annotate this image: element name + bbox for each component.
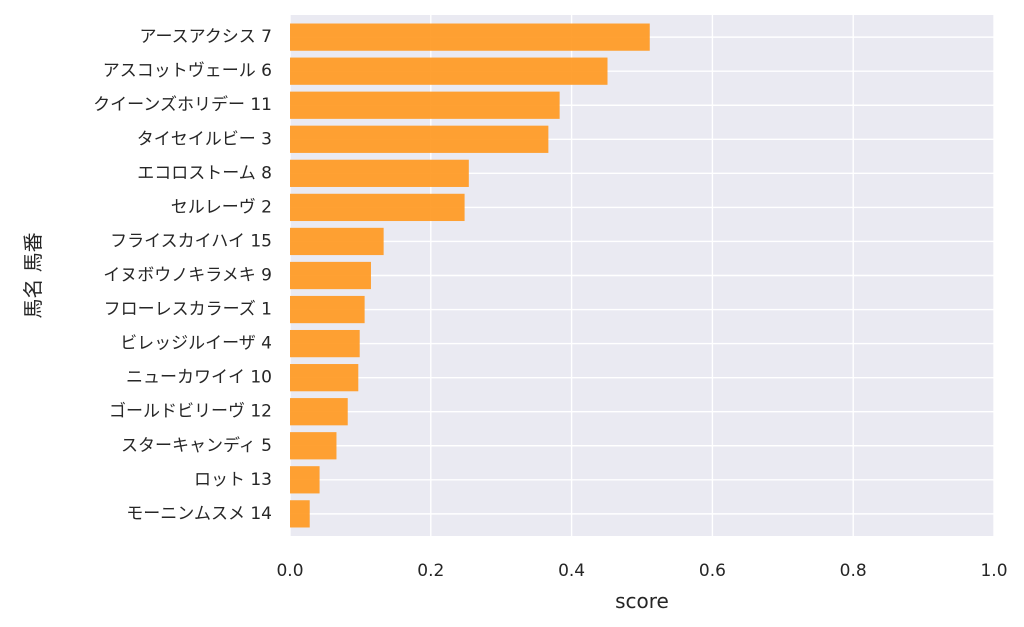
x-axis-label: score (615, 589, 669, 613)
y-tick-label: エコロストーム 8 (137, 163, 272, 183)
x-tick-label: 0.6 (699, 561, 726, 581)
x-tick-label: 0.4 (558, 561, 585, 581)
y-axis-label: 馬名 馬番 (21, 232, 45, 318)
bar (290, 159, 469, 187)
y-tick-label: フライスカイハイ 15 (110, 231, 272, 251)
y-tick-label: スターキャンディ 5 (121, 435, 272, 456)
y-tick-label: モーニンムスメ 14 (126, 504, 272, 524)
bar (290, 500, 310, 528)
y-tick-labels: アースアクシス 7 アスコットヴェール 6 クイーンズホリデー 11 タイセイルビー … (93, 27, 272, 524)
bar (290, 57, 608, 85)
bar (290, 466, 320, 494)
y-tick-label: アスコットヴェール 6 (103, 61, 272, 81)
y-tick-label: フローレスカラーズ 1 (104, 300, 272, 320)
x-tick-label: 0.2 (417, 561, 444, 581)
bar (290, 227, 384, 256)
bar (290, 329, 360, 358)
x-tick-label: 0.8 (840, 561, 867, 581)
bar (290, 432, 337, 460)
y-tick-label: イヌボウノキラメキ 9 (103, 266, 272, 286)
y-tick-label: セルレーヴ 2 (171, 197, 272, 217)
bar (290, 193, 465, 222)
bar (290, 125, 549, 153)
x-tick-label: 1.0 (980, 561, 1007, 581)
x-tick-label: 0.0 (276, 561, 303, 581)
bar (290, 295, 365, 324)
bar (290, 364, 359, 392)
bar (290, 23, 650, 51)
y-tick-label: タイセイルビー 3 (137, 129, 272, 149)
bar (290, 261, 371, 290)
y-tick-label: ビレッジルイーザ 4 (120, 334, 272, 354)
bars (290, 23, 650, 528)
bar (290, 398, 348, 426)
y-tick-label: クイーンズホリデー 11 (93, 94, 272, 115)
x-tick-labels: 0.0 0.2 0.4 0.6 0.8 1.0 (276, 561, 1007, 581)
y-tick-label: ロット 13 (194, 470, 272, 490)
y-tick-label: アースアクシス 7 (140, 27, 273, 47)
y-tick-label: ニューカワイイ 10 (126, 368, 272, 388)
y-tick-label: ゴールドビリーヴ 12 (109, 401, 272, 422)
bar (290, 91, 560, 119)
